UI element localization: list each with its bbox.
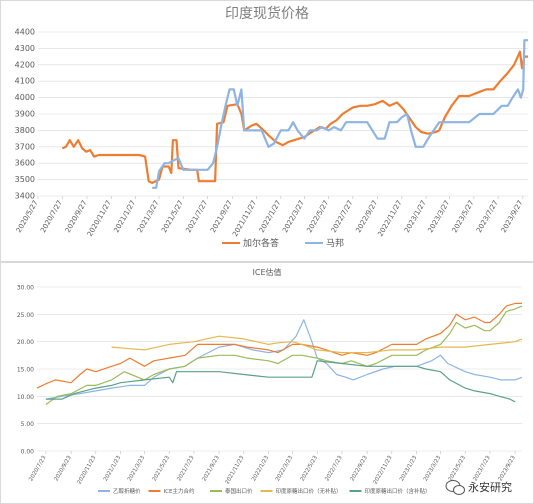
series-line-4 bbox=[111, 335, 523, 354]
india-spot-price-chart: 印度现货价格 3400 3500 3600 3700 3800 3900 4000 4100 42… bbox=[0, 0, 534, 262]
series-line-2 bbox=[152, 39, 528, 189]
series-line-3 bbox=[45, 305, 523, 405]
legend-label-1: 乙醇折糖价 bbox=[113, 487, 141, 495]
y-tick-label: 5.00 bbox=[21, 421, 35, 428]
legend-label-1: 加尔各答 bbox=[243, 237, 279, 249]
chart-frame bbox=[0, 0, 534, 262]
y-tick-label: 3700 bbox=[15, 142, 35, 151]
y-tick-label: 4100 bbox=[15, 77, 35, 86]
legend-label-2: 马邦 bbox=[326, 237, 344, 249]
y-tick-label: 4400 bbox=[15, 28, 35, 37]
series-line-5 bbox=[45, 360, 516, 403]
watermark-text: 永安研究 bbox=[468, 480, 512, 494]
series-line-1 bbox=[61, 50, 528, 184]
y-tick-label: 4300 bbox=[15, 44, 35, 53]
y-tick-label: 3400 bbox=[15, 192, 35, 201]
y-tick-label: 10.00 bbox=[17, 394, 34, 401]
legend-label-4: 印度原糖出口价（无补贴） bbox=[276, 487, 342, 495]
y-tick-label: 20.00 bbox=[17, 339, 34, 346]
chart-frame bbox=[0, 262, 534, 504]
chart-title: ICE估值 bbox=[253, 267, 282, 277]
y-tick-label: 30.00 bbox=[17, 285, 34, 292]
wechat-icon bbox=[445, 480, 465, 495]
series-line-1 bbox=[45, 319, 523, 400]
watermark: 永安研究 bbox=[445, 480, 512, 495]
y-tick-label: 3500 bbox=[15, 175, 35, 184]
y-tick-label: 3800 bbox=[15, 126, 35, 135]
y-tick-label: 3900 bbox=[15, 110, 35, 119]
y-tick-label: 3600 bbox=[15, 159, 35, 168]
y-tick-label: 25.00 bbox=[17, 312, 34, 319]
y-tick-label: 15.00 bbox=[17, 367, 34, 374]
legend-label-2: ICE主力合约 bbox=[164, 487, 195, 495]
legend-label-5: 印度原糖出口价（含补贴） bbox=[365, 487, 431, 495]
y-tick-label: 4000 bbox=[15, 93, 35, 102]
y-tick-label: 4200 bbox=[15, 60, 35, 69]
wechat-bubble-small bbox=[453, 485, 465, 495]
y-tick-label: 0.00 bbox=[21, 449, 35, 456]
legend-label-3: 泰国出口价 bbox=[225, 487, 253, 495]
ice-valuation-chart: ICE估值0.005.0010.0015.0020.0025.0030.0020… bbox=[0, 262, 534, 504]
chart-title: 印度现货价格 bbox=[225, 5, 309, 22]
